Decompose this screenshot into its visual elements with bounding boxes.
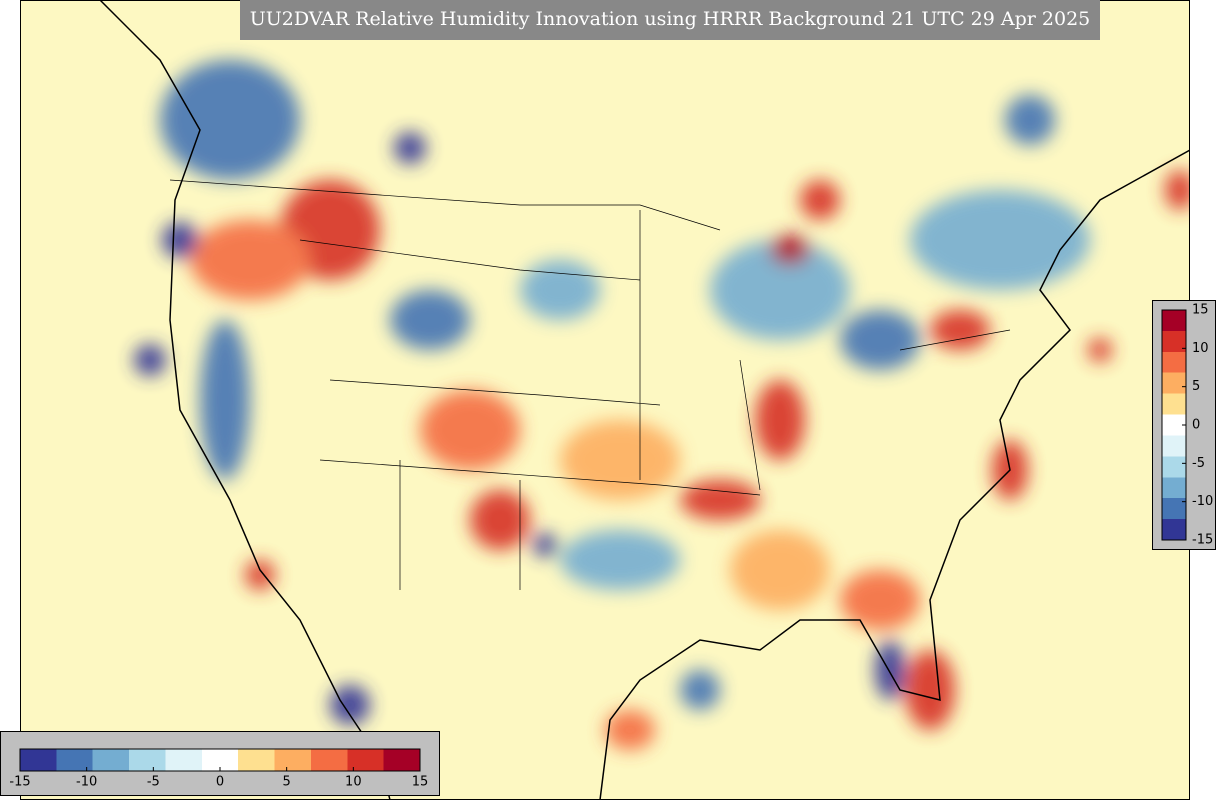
- title-box: [240, 0, 1100, 40]
- borders: [169, 179, 1011, 590]
- innovation-field: [134, 60, 1190, 750]
- colorbar-tick-label: 10: [1192, 341, 1209, 356]
- colorbar: -15 -10 -5 0 5 10 15: [9, 748, 429, 790]
- colorbar-tick-label: -15: [1192, 533, 1213, 548]
- colorbar-tick-label: 15: [412, 775, 429, 790]
- colorbar: 15 10 5 0 -5 -10 -15: [1161, 303, 1213, 548]
- colorbar-tick-label: -5: [1192, 456, 1205, 471]
- map: [20, 0, 1190, 800]
- colorbar-tick-label: 0: [216, 775, 224, 790]
- colorbar-tick-label: 5: [283, 775, 291, 790]
- colorbar-tick-label: -10: [1192, 494, 1213, 509]
- coastline: [99, 0, 1190, 800]
- title: UU2DVAR Relative Humidity Innovation usi…: [250, 8, 1091, 30]
- colorbar-tick-label: 15: [1192, 303, 1209, 318]
- colorbar-tick-label: -10: [76, 775, 97, 790]
- colorbar-tick-label: 10: [345, 775, 362, 790]
- colorbar-tick-label: -5: [147, 775, 160, 790]
- colorbar-tick-label: -15: [9, 775, 30, 790]
- colorbar-tick-label: 0: [1192, 418, 1200, 433]
- colorbar-tick-label: 5: [1192, 379, 1200, 394]
